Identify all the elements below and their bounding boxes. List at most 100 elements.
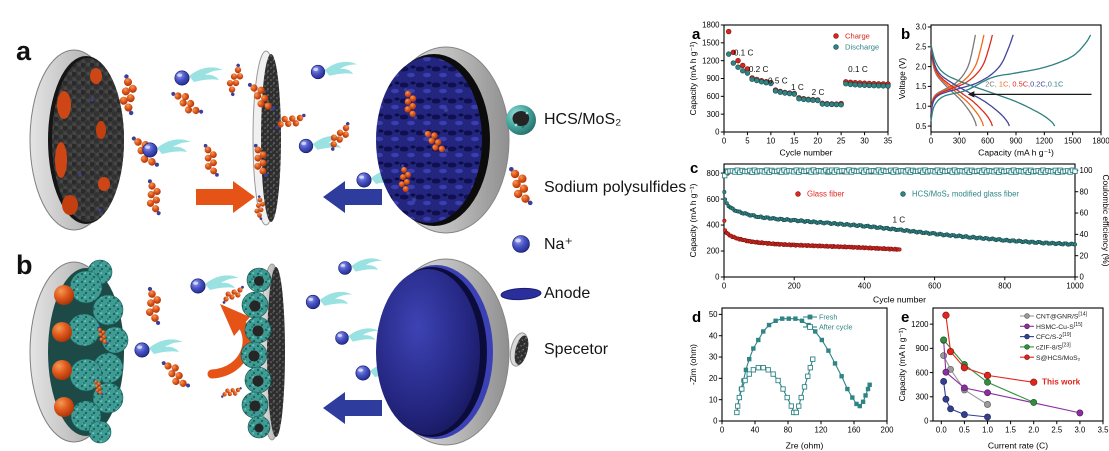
chart-e-letter: e — [901, 309, 910, 326]
svg-text:25: 25 — [837, 137, 846, 146]
svg-text:160: 160 — [847, 426, 861, 435]
svg-text:2C, 1C, 0.5C,0.2C,0.1C: 2C, 1C, 0.5C,0.2C,0.1C — [985, 79, 1064, 88]
svg-text:Current rate (C): Current rate (C) — [988, 441, 1048, 451]
svg-text:2.5: 2.5 — [1051, 426, 1063, 435]
svg-text:20: 20 — [709, 374, 718, 383]
svg-text:1 C: 1 C — [791, 83, 804, 92]
separator-disk-a — [247, 50, 281, 226]
svg-text:5: 5 — [745, 137, 750, 146]
svg-text:-Zim (ohm): -Zim (ohm) — [688, 344, 698, 385]
svg-text:800: 800 — [998, 282, 1012, 291]
chart-svg-eis: 0 40 80 120 160 200 0 10 20 30 40 50 Zre (ohm) -Zim (… — [688, 307, 894, 451]
svg-text:2.5: 2.5 — [916, 42, 928, 51]
svg-text:40: 40 — [1080, 230, 1089, 239]
svg-text:0.5 C: 0.5 C — [768, 77, 788, 86]
legend-item-spectator: Specetor — [498, 326, 608, 374]
svg-text:Cycle number: Cycle number — [779, 148, 832, 158]
legend-item-hcs-mos2: HCS/MoS₂ — [498, 96, 621, 144]
svg-text:600: 600 — [706, 92, 720, 101]
svg-text:Capacity (mA h g⁻¹): Capacity (mA h g⁻¹) — [897, 327, 907, 401]
svg-text:This work: This work — [1042, 377, 1081, 386]
svg-text:1200: 1200 — [1036, 137, 1054, 146]
hcs-mos2-icon — [498, 96, 544, 144]
svg-text:1200: 1200 — [911, 320, 929, 329]
svg-text:0: 0 — [722, 282, 727, 291]
svg-text:Capacity (mA h g⁻¹): Capacity (mA h g⁻¹) — [688, 41, 698, 115]
svg-text:40: 40 — [709, 331, 718, 340]
svg-text:1 C: 1 C — [892, 215, 905, 224]
chart-svg-voltage-profiles: 0 300 600 900 1200 1500 1800 0.5 1.0 1.5 2.0 2.5 3.0… — [897, 23, 1109, 158]
legend-label-spectator: Specetor — [544, 341, 609, 358]
shuttle-arrow-right — [196, 181, 255, 213]
svg-text:1500: 1500 — [702, 39, 720, 48]
svg-text:80: 80 — [1080, 187, 1089, 196]
chart-c-letter: c — [690, 160, 699, 177]
svg-text:0: 0 — [924, 417, 929, 426]
svg-text:35: 35 — [884, 137, 893, 146]
legend-item-polysulfides: Sodium polysulfides — [498, 164, 686, 212]
svg-text:1.5: 1.5 — [916, 82, 928, 91]
svg-text:0.1 C: 0.1 C — [848, 65, 868, 74]
svg-text:After cycle: After cycle — [819, 323, 853, 332]
chart-voltage-profiles: 0 300 600 900 1200 1500 1800 0.5 1.0 1.5 2.0 2.5 3.0… — [897, 20, 1109, 158]
chart-a-letter: a — [692, 26, 701, 43]
svg-text:3.0: 3.0 — [1074, 426, 1086, 435]
na-flux-arrow-left — [323, 181, 382, 213]
svg-text:0: 0 — [720, 426, 725, 435]
svg-text:300: 300 — [915, 392, 929, 401]
panel-a-label: a — [16, 36, 32, 66]
svg-text:1.5: 1.5 — [1005, 426, 1017, 435]
svg-text:CFC/S-2[19]: CFC/S-2[19] — [1036, 332, 1072, 341]
svg-text:10: 10 — [767, 137, 776, 146]
svg-text:30: 30 — [860, 137, 869, 146]
svg-text:900: 900 — [915, 344, 929, 353]
svg-text:2.0: 2.0 — [916, 62, 928, 71]
legend-item-anode: Anode — [498, 270, 590, 318]
svg-text:0.0: 0.0 — [936, 426, 948, 435]
svg-text:30: 30 — [709, 353, 718, 362]
svg-text:200: 200 — [788, 282, 802, 291]
svg-text:0: 0 — [713, 417, 718, 426]
legend-item-na-ion: Na⁺ — [498, 220, 573, 268]
svg-text:0.5: 0.5 — [959, 426, 971, 435]
anode-icon — [498, 270, 544, 318]
svg-text:50: 50 — [709, 310, 718, 319]
separator-disk-icon — [498, 326, 544, 374]
cathode-disk-a — [29, 49, 124, 231]
svg-text:Discharge: Discharge — [845, 43, 879, 52]
svg-text:80: 80 — [784, 426, 793, 435]
svg-text:Coulombic efficiency (%): Coulombic efficiency (%) — [1101, 174, 1109, 266]
svg-text:3.0: 3.0 — [916, 23, 928, 32]
na-flux-arrow-left-b — [323, 392, 382, 424]
anode-disk-a — [376, 46, 510, 234]
svg-text:Capacity (mA h g⁻¹): Capacity (mA h g⁻¹) — [978, 148, 1054, 158]
anode-disk-b — [376, 258, 510, 446]
svg-text:600: 600 — [928, 282, 942, 291]
chart-rate-comparison: 0.0 0.5 1.0 1.5 2.0 2.5 3.0 3.5 0 300 600 900 1200 Cu… — [897, 303, 1109, 451]
svg-text:100: 100 — [1080, 166, 1094, 175]
svg-text:Capacity (mA h g⁻¹): Capacity (mA h g⁻¹) — [688, 183, 698, 257]
svg-text:20: 20 — [813, 137, 822, 146]
panel-b-label: b — [16, 250, 33, 280]
svg-text:2.0: 2.0 — [1028, 426, 1040, 435]
svg-text:Fresh: Fresh — [819, 313, 837, 322]
svg-text:600: 600 — [915, 368, 929, 377]
polysulfide-icon — [498, 164, 544, 212]
svg-text:900: 900 — [1009, 137, 1023, 146]
svg-text:60: 60 — [1080, 209, 1089, 218]
legend-label-na-ion: Na⁺ — [544, 236, 573, 253]
chart-cycling-performance: 0 200 400 600 800 1000 0 200 400 600 800 0 20 40 60 80 1… — [688, 158, 1109, 305]
battery-schematic — [29, 46, 510, 446]
chart-svg-comparison: 0.0 0.5 1.0 1.5 2.0 2.5 3.0 3.5 0 300 600 900 1200 Cu… — [897, 307, 1109, 451]
svg-text:HSMC-Cu-S[15]: HSMC-Cu-S[15] — [1036, 322, 1083, 331]
svg-text:3.5: 3.5 — [1098, 426, 1109, 435]
na-ion-icon — [498, 220, 544, 268]
svg-text:600: 600 — [981, 137, 995, 146]
svg-text:0.2 C: 0.2 C — [749, 65, 769, 74]
svg-text:1000: 1000 — [1066, 282, 1084, 291]
svg-text:HCS/MoS₂ modified glass fiber: HCS/MoS₂ modified glass fiber — [912, 190, 1019, 199]
svg-text:CNT@GNR/S[14]: CNT@GNR/S[14] — [1036, 312, 1088, 321]
svg-text:1800: 1800 — [702, 21, 720, 30]
svg-text:400: 400 — [858, 282, 872, 291]
